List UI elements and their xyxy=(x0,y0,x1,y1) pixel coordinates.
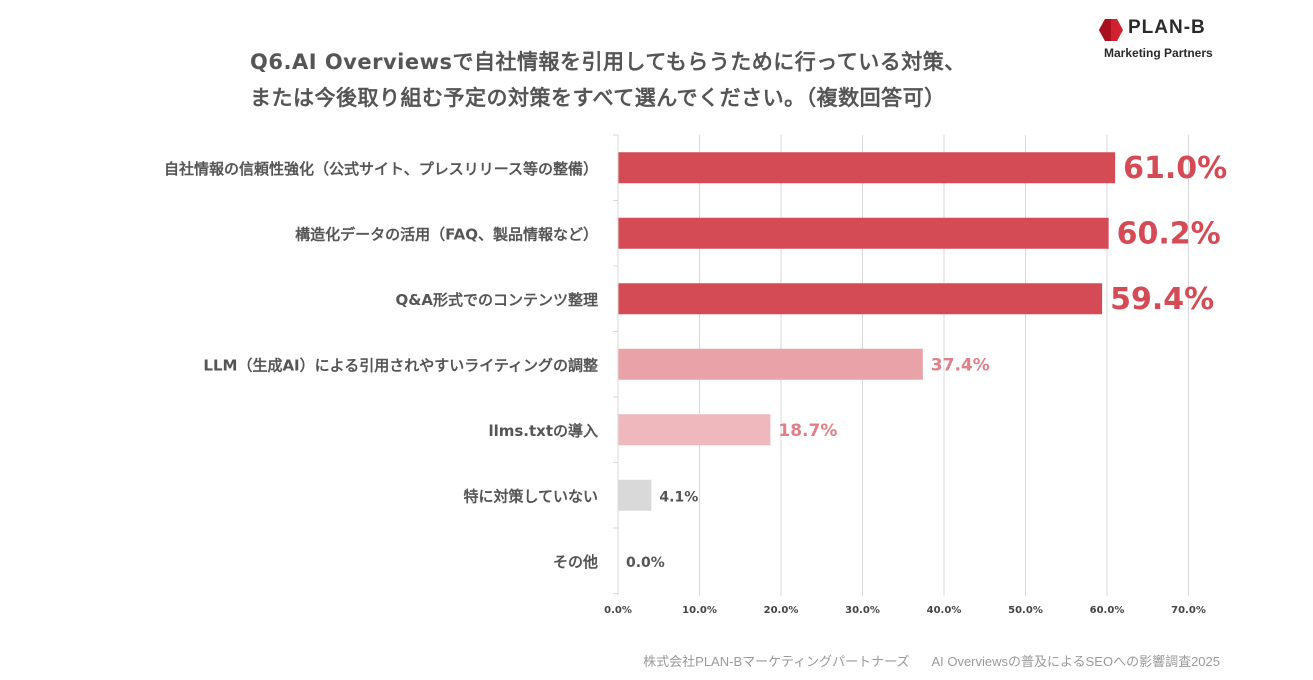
value-label: 60.2% xyxy=(1117,216,1221,251)
brand-logo: PLAN-B Marketing Partners xyxy=(1098,17,1298,60)
bar xyxy=(618,348,923,380)
x-tick-label: 0.0% xyxy=(604,605,632,616)
chart-title-line-1: Q6.AI Overviewsで自社情報を引用してもらうために行っている対策、 xyxy=(250,50,966,74)
value-label: 37.4% xyxy=(931,355,990,375)
bar xyxy=(618,152,1116,184)
category-label: 特に対策していない xyxy=(463,487,598,505)
x-tick-label: 50.0% xyxy=(1008,605,1043,616)
category-label: LLM（生成AI）による引用されやすいライティングの調整 xyxy=(203,356,598,374)
x-tick-label: 70.0% xyxy=(1171,605,1206,616)
bar xyxy=(618,283,1103,315)
x-tick-label: 60.0% xyxy=(1090,605,1125,616)
category-label: 構造化データの活用（FAQ、製品情報など） xyxy=(295,225,598,243)
chart-title-line-2: または今後取り組む予定の対策をすべて選んでください。（複数回答可） xyxy=(250,86,946,110)
logo-name: PLAN-B xyxy=(1128,17,1206,38)
value-label: 4.1% xyxy=(659,489,698,505)
x-tick-label: 30.0% xyxy=(845,605,880,616)
bar xyxy=(618,479,652,511)
value-label: 59.4% xyxy=(1110,282,1214,317)
logo-subtitle: Marketing Partners xyxy=(1104,46,1213,60)
value-label: 0.0% xyxy=(626,555,665,571)
category-label: Q&A形式でのコンテンツ整理 xyxy=(396,291,598,309)
x-tick-label: 40.0% xyxy=(927,605,962,616)
category-label: llms.txtの導入 xyxy=(488,422,598,440)
footer-company: 株式会社PLAN-Bマーケティングパートナーズ xyxy=(643,654,910,669)
bar-chart: 0.0% 10.0% 20.0% 30.0% 40.0% 50.0% 60.0% 70.0% 自… xyxy=(164,134,1227,616)
value-label: 61.0% xyxy=(1123,151,1227,186)
category-label: その他 xyxy=(553,553,598,571)
logo-mark-icon xyxy=(1099,19,1123,41)
x-tick-label: 10.0% xyxy=(682,605,717,616)
footer-survey-name: AI Overviewsの普及によるSEOへの影響調査2025 xyxy=(931,654,1220,669)
bar xyxy=(618,217,1109,249)
x-tick-label: 20.0% xyxy=(764,605,799,616)
value-label: 18.7% xyxy=(778,421,837,441)
bar xyxy=(618,414,771,446)
chart-title: Q6.AI Overviewsで自社情報を引用してもらうために行っている対策、 … xyxy=(250,44,1010,116)
category-label: 自社情報の信頼性強化（公式サイト、プレスリリース等の整備） xyxy=(164,160,598,178)
footer-credit: 株式会社PLAN-Bマーケティングパートナーズ AI Overviewsの普及によ… xyxy=(643,651,1220,670)
